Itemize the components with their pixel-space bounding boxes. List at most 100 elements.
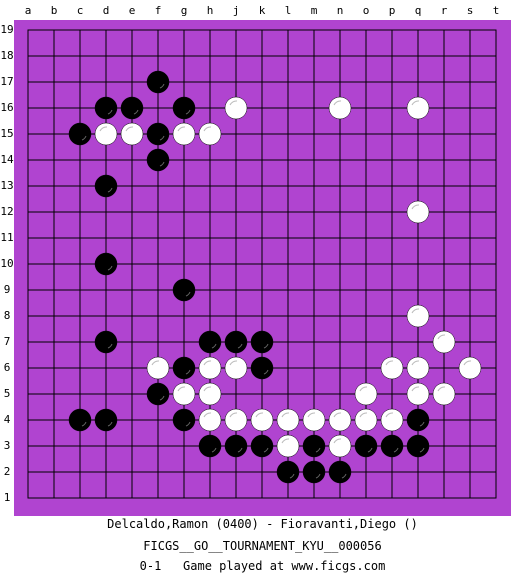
- white-stone-highlight: [229, 100, 238, 106]
- white-stone-highlight: [229, 412, 238, 418]
- black-stone[interactable]: [146, 382, 170, 406]
- column-label: g: [180, 4, 188, 17]
- white-stone-highlight: [125, 126, 134, 132]
- column-label: t: [492, 4, 500, 17]
- white-stone[interactable]: [432, 330, 456, 354]
- white-stone[interactable]: [276, 408, 300, 432]
- white-stone[interactable]: [224, 96, 248, 120]
- white-stone[interactable]: [328, 408, 352, 432]
- black-stone[interactable]: [302, 460, 326, 484]
- black-stone[interactable]: [68, 122, 92, 146]
- black-stone[interactable]: [94, 252, 118, 276]
- black-stone[interactable]: [68, 408, 92, 432]
- black-stone[interactable]: [94, 330, 118, 354]
- column-label: q: [414, 4, 422, 17]
- white-stone[interactable]: [224, 356, 248, 380]
- white-stone[interactable]: [198, 356, 222, 380]
- row-label: 17: [0, 75, 14, 88]
- white-stone-highlight: [151, 360, 160, 366]
- black-stone-highlight: [185, 291, 191, 297]
- white-stone[interactable]: [406, 96, 430, 120]
- white-stone[interactable]: [380, 408, 404, 432]
- white-stone[interactable]: [198, 408, 222, 432]
- black-stone[interactable]: [276, 460, 300, 484]
- white-stone[interactable]: [198, 122, 222, 146]
- white-stone[interactable]: [406, 304, 430, 328]
- board-grid[interactable]: [14, 20, 511, 516]
- black-stone-highlight: [315, 447, 321, 453]
- result-line: 0-1 Game played at www.ficgs.com: [139, 559, 386, 573]
- white-stone[interactable]: [354, 408, 378, 432]
- white-stone[interactable]: [328, 96, 352, 120]
- black-stone[interactable]: [354, 434, 378, 458]
- black-stone-highlight: [107, 109, 113, 115]
- white-stone-highlight: [411, 308, 420, 314]
- white-stone[interactable]: [276, 434, 300, 458]
- players-line: Delcaldo,Ramon (0400) - Fioravanti,Diego…: [107, 517, 418, 531]
- black-stone[interactable]: [94, 174, 118, 198]
- white-stone[interactable]: [302, 408, 326, 432]
- black-stone-highlight: [263, 369, 269, 375]
- black-stone[interactable]: [172, 408, 196, 432]
- black-stone[interactable]: [172, 356, 196, 380]
- black-stone-highlight: [81, 135, 87, 141]
- black-stone-highlight: [159, 135, 165, 141]
- white-stone[interactable]: [198, 382, 222, 406]
- black-stone[interactable]: [250, 356, 274, 380]
- black-stone[interactable]: [94, 408, 118, 432]
- column-label: a: [24, 4, 32, 17]
- white-stone-highlight: [203, 412, 212, 418]
- black-stone[interactable]: [302, 434, 326, 458]
- white-stone-highlight: [255, 412, 264, 418]
- black-stone[interactable]: [328, 460, 352, 484]
- black-stone[interactable]: [146, 148, 170, 172]
- black-stone[interactable]: [250, 330, 274, 354]
- black-stone-highlight: [185, 109, 191, 115]
- black-stone[interactable]: [198, 330, 222, 354]
- white-stone-highlight: [177, 386, 186, 392]
- row-label: 12: [0, 205, 14, 218]
- white-stone[interactable]: [406, 382, 430, 406]
- white-stone[interactable]: [328, 434, 352, 458]
- black-stone[interactable]: [224, 434, 248, 458]
- black-stone[interactable]: [172, 278, 196, 302]
- white-stone[interactable]: [172, 122, 196, 146]
- row-label: 8: [3, 309, 11, 322]
- black-stone-highlight: [237, 447, 243, 453]
- white-stone-highlight: [99, 126, 108, 132]
- black-stone-highlight: [289, 473, 295, 479]
- white-stone[interactable]: [432, 382, 456, 406]
- black-stone[interactable]: [120, 96, 144, 120]
- white-stone-highlight: [177, 126, 186, 132]
- white-stone[interactable]: [224, 408, 248, 432]
- white-stone[interactable]: [354, 382, 378, 406]
- black-stone[interactable]: [250, 434, 274, 458]
- white-stone[interactable]: [250, 408, 274, 432]
- white-stone-highlight: [229, 360, 238, 366]
- black-stone[interactable]: [172, 96, 196, 120]
- white-stone[interactable]: [172, 382, 196, 406]
- white-stone[interactable]: [94, 122, 118, 146]
- white-stone-highlight: [359, 386, 368, 392]
- black-stone[interactable]: [406, 434, 430, 458]
- black-stone-highlight: [237, 343, 243, 349]
- white-stone[interactable]: [380, 356, 404, 380]
- column-label: j: [232, 4, 240, 17]
- black-stone[interactable]: [146, 122, 170, 146]
- white-stone[interactable]: [406, 200, 430, 224]
- row-label: 7: [3, 335, 11, 348]
- black-stone[interactable]: [198, 434, 222, 458]
- white-stone[interactable]: [120, 122, 144, 146]
- row-label: 14: [0, 153, 14, 166]
- white-stone[interactable]: [458, 356, 482, 380]
- black-stone[interactable]: [94, 96, 118, 120]
- black-stone[interactable]: [146, 70, 170, 94]
- column-label: n: [336, 4, 344, 17]
- black-stone[interactable]: [380, 434, 404, 458]
- white-stone[interactable]: [406, 356, 430, 380]
- go-board[interactable]: [14, 20, 511, 516]
- black-stone[interactable]: [406, 408, 430, 432]
- black-stone[interactable]: [224, 330, 248, 354]
- row-label: 16: [0, 101, 14, 114]
- white-stone[interactable]: [146, 356, 170, 380]
